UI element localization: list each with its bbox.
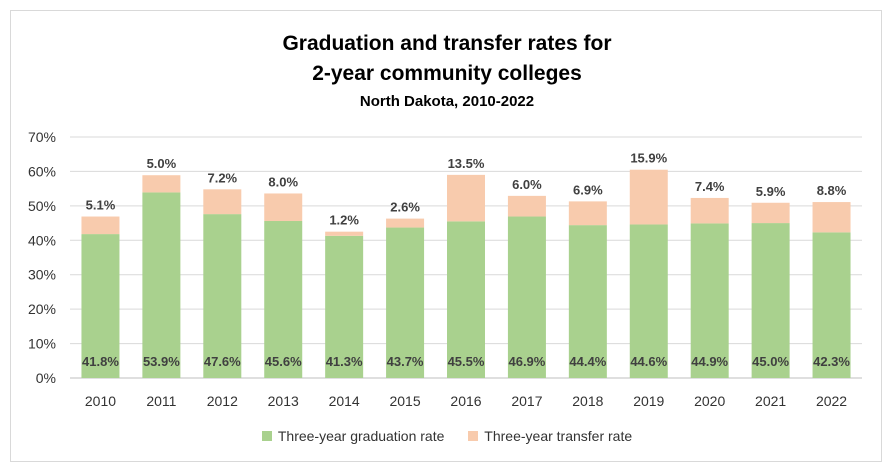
legend-item-graduation: Three-year graduation rate xyxy=(261,428,445,444)
x-tick-label: 2014 xyxy=(329,393,360,409)
bar-graduation xyxy=(690,223,729,378)
y-tick-label: 50% xyxy=(28,198,56,214)
bar-graduation xyxy=(568,225,607,378)
bar-transfer xyxy=(690,197,729,224)
legend-label-graduation: Three-year graduation rate xyxy=(277,428,445,444)
x-tick-label: 2011 xyxy=(146,393,176,409)
data-label-graduation: 46.9% xyxy=(508,354,545,369)
chart-title-line1: Graduation and transfer rates for xyxy=(282,32,612,55)
chart-subtitle: North Dakota, 2010-2022 xyxy=(359,93,535,110)
bar-graduation xyxy=(812,232,851,378)
bar-graduation xyxy=(203,214,242,378)
x-tick-label: 2010 xyxy=(85,393,116,409)
data-label-graduation: 42.3% xyxy=(813,354,850,369)
bar-graduation xyxy=(386,227,425,378)
bar-transfer xyxy=(447,174,485,222)
bar-graduation xyxy=(142,192,181,378)
bar-transfer xyxy=(264,193,303,222)
x-tick-label: 2022 xyxy=(816,393,847,409)
chart-title-line2: 2-year community colleges xyxy=(312,62,582,85)
data-label-graduation: 44.6% xyxy=(630,354,667,369)
data-label-graduation: 41.3% xyxy=(326,354,363,369)
y-tick-label: 20% xyxy=(28,301,56,317)
x-tick-label: 2020 xyxy=(694,393,725,409)
data-label-graduation: 44.9% xyxy=(691,354,728,369)
data-label-graduation: 47.6% xyxy=(204,354,241,369)
x-tick-label: 2017 xyxy=(511,393,542,409)
x-tick-label: 2019 xyxy=(633,393,664,409)
x-tick-label: 2013 xyxy=(268,393,299,409)
bar-transfer xyxy=(142,175,181,193)
bar-graduation xyxy=(447,221,485,378)
legend-label-transfer: Three-year transfer rate xyxy=(484,428,633,444)
bar-graduation xyxy=(325,235,364,378)
bar-transfer xyxy=(81,216,120,235)
bar-graduation xyxy=(751,223,790,378)
y-tick-label: 40% xyxy=(28,232,56,248)
data-label-graduation: 45.5% xyxy=(448,354,485,369)
data-label-graduation: 45.6% xyxy=(265,354,302,369)
bar-transfer xyxy=(325,231,364,236)
legend-swatch-transfer xyxy=(468,431,479,441)
bar-graduation xyxy=(264,221,303,378)
data-label-graduation: 41.8% xyxy=(82,354,119,369)
y-tick-label: 10% xyxy=(28,336,56,352)
bar-graduation xyxy=(629,224,668,378)
bar-transfer xyxy=(203,189,242,215)
data-label-graduation: 53.9% xyxy=(143,354,180,369)
bar-transfer xyxy=(568,201,607,226)
x-tick-label: 2015 xyxy=(389,393,420,409)
x-tick-label: 2021 xyxy=(755,393,786,409)
data-label-transfer: 7.2% xyxy=(207,170,237,185)
data-label-transfer: 8.0% xyxy=(268,174,298,189)
bar-graduation xyxy=(81,234,120,378)
data-label-transfer: 8.8% xyxy=(817,183,847,198)
bar-transfer xyxy=(629,169,668,225)
data-label-transfer: 6.9% xyxy=(573,182,603,197)
legend-swatch-graduation xyxy=(261,431,272,441)
data-label-transfer: 7.4% xyxy=(695,179,725,194)
data-label-transfer: 2.6% xyxy=(390,200,420,215)
data-label-graduation: 43.7% xyxy=(387,354,424,369)
bar-transfer xyxy=(386,218,425,228)
data-label-transfer: 6.0% xyxy=(512,177,542,192)
data-label-transfer: 1.2% xyxy=(329,213,359,228)
data-label-transfer: 13.5% xyxy=(448,156,485,171)
y-tick-label: 0% xyxy=(36,370,56,386)
data-label-graduation: 44.4% xyxy=(569,354,606,369)
data-label-transfer: 15.9% xyxy=(630,151,667,166)
x-tick-label: 2016 xyxy=(450,393,481,409)
data-label-graduation: 45.0% xyxy=(752,354,789,369)
bar-transfer xyxy=(507,195,546,217)
x-tick-label: 2018 xyxy=(572,393,603,409)
legend-item-transfer: Three-year transfer rate xyxy=(468,428,632,444)
bar-graduation xyxy=(507,216,546,378)
bar-transfer xyxy=(751,202,790,224)
y-tick-label: 70% xyxy=(28,129,56,145)
bar-transfer xyxy=(812,202,851,233)
data-label-transfer: 5.0% xyxy=(147,156,177,171)
chart-legend: Three-year graduation rate Three-year tr… xyxy=(0,428,894,444)
data-label-transfer: 5.9% xyxy=(756,184,786,199)
x-tick-label: 2012 xyxy=(207,393,238,409)
y-tick-label: 30% xyxy=(28,267,56,283)
y-tick-label: 60% xyxy=(28,163,56,179)
data-label-transfer: 5.1% xyxy=(86,198,116,213)
